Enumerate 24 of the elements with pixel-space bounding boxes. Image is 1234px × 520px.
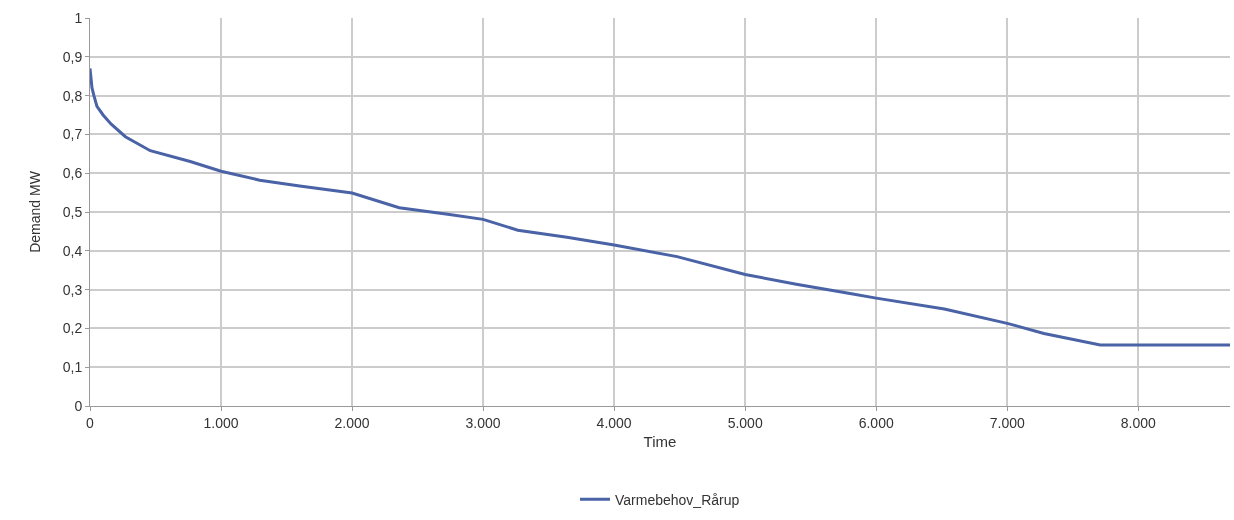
y-tick-label: 0,3	[62, 281, 83, 298]
x-tick-label: 7.000	[989, 414, 1025, 431]
x-tick-label: 8.000	[1120, 414, 1156, 431]
y-tick-label: 0,1	[62, 359, 83, 376]
y-tick-label: 0,6	[62, 165, 83, 182]
y-tick-label: 0,9	[62, 48, 83, 65]
y-tick-label: 0,7	[62, 126, 83, 143]
x-tick-label: 0	[86, 414, 95, 431]
line-series	[90, 66, 1230, 347]
y-tick-label: 0	[74, 397, 83, 414]
y-tick-label: 1	[74, 9, 83, 26]
y-tick-label: 0,8	[62, 87, 83, 104]
x-tick-label: 3.000	[465, 414, 501, 431]
x-axis-title: Time	[643, 432, 677, 450]
legend-label: Varmebehov_Rårup	[615, 491, 740, 508]
x-tick-label: 6.000	[858, 414, 894, 431]
y-tick-label: 0,2	[62, 320, 83, 337]
x-tick-label: 2.000	[334, 414, 370, 431]
y-tick-label: 0,4	[62, 242, 83, 259]
x-tick-label: 5.000	[727, 414, 763, 431]
y-tick-label: 0,5	[62, 203, 83, 220]
y-axis-title: Demand MW	[27, 170, 44, 253]
x-tick-label: 1.000	[203, 414, 239, 431]
x-tick-label: 4.000	[596, 414, 632, 431]
